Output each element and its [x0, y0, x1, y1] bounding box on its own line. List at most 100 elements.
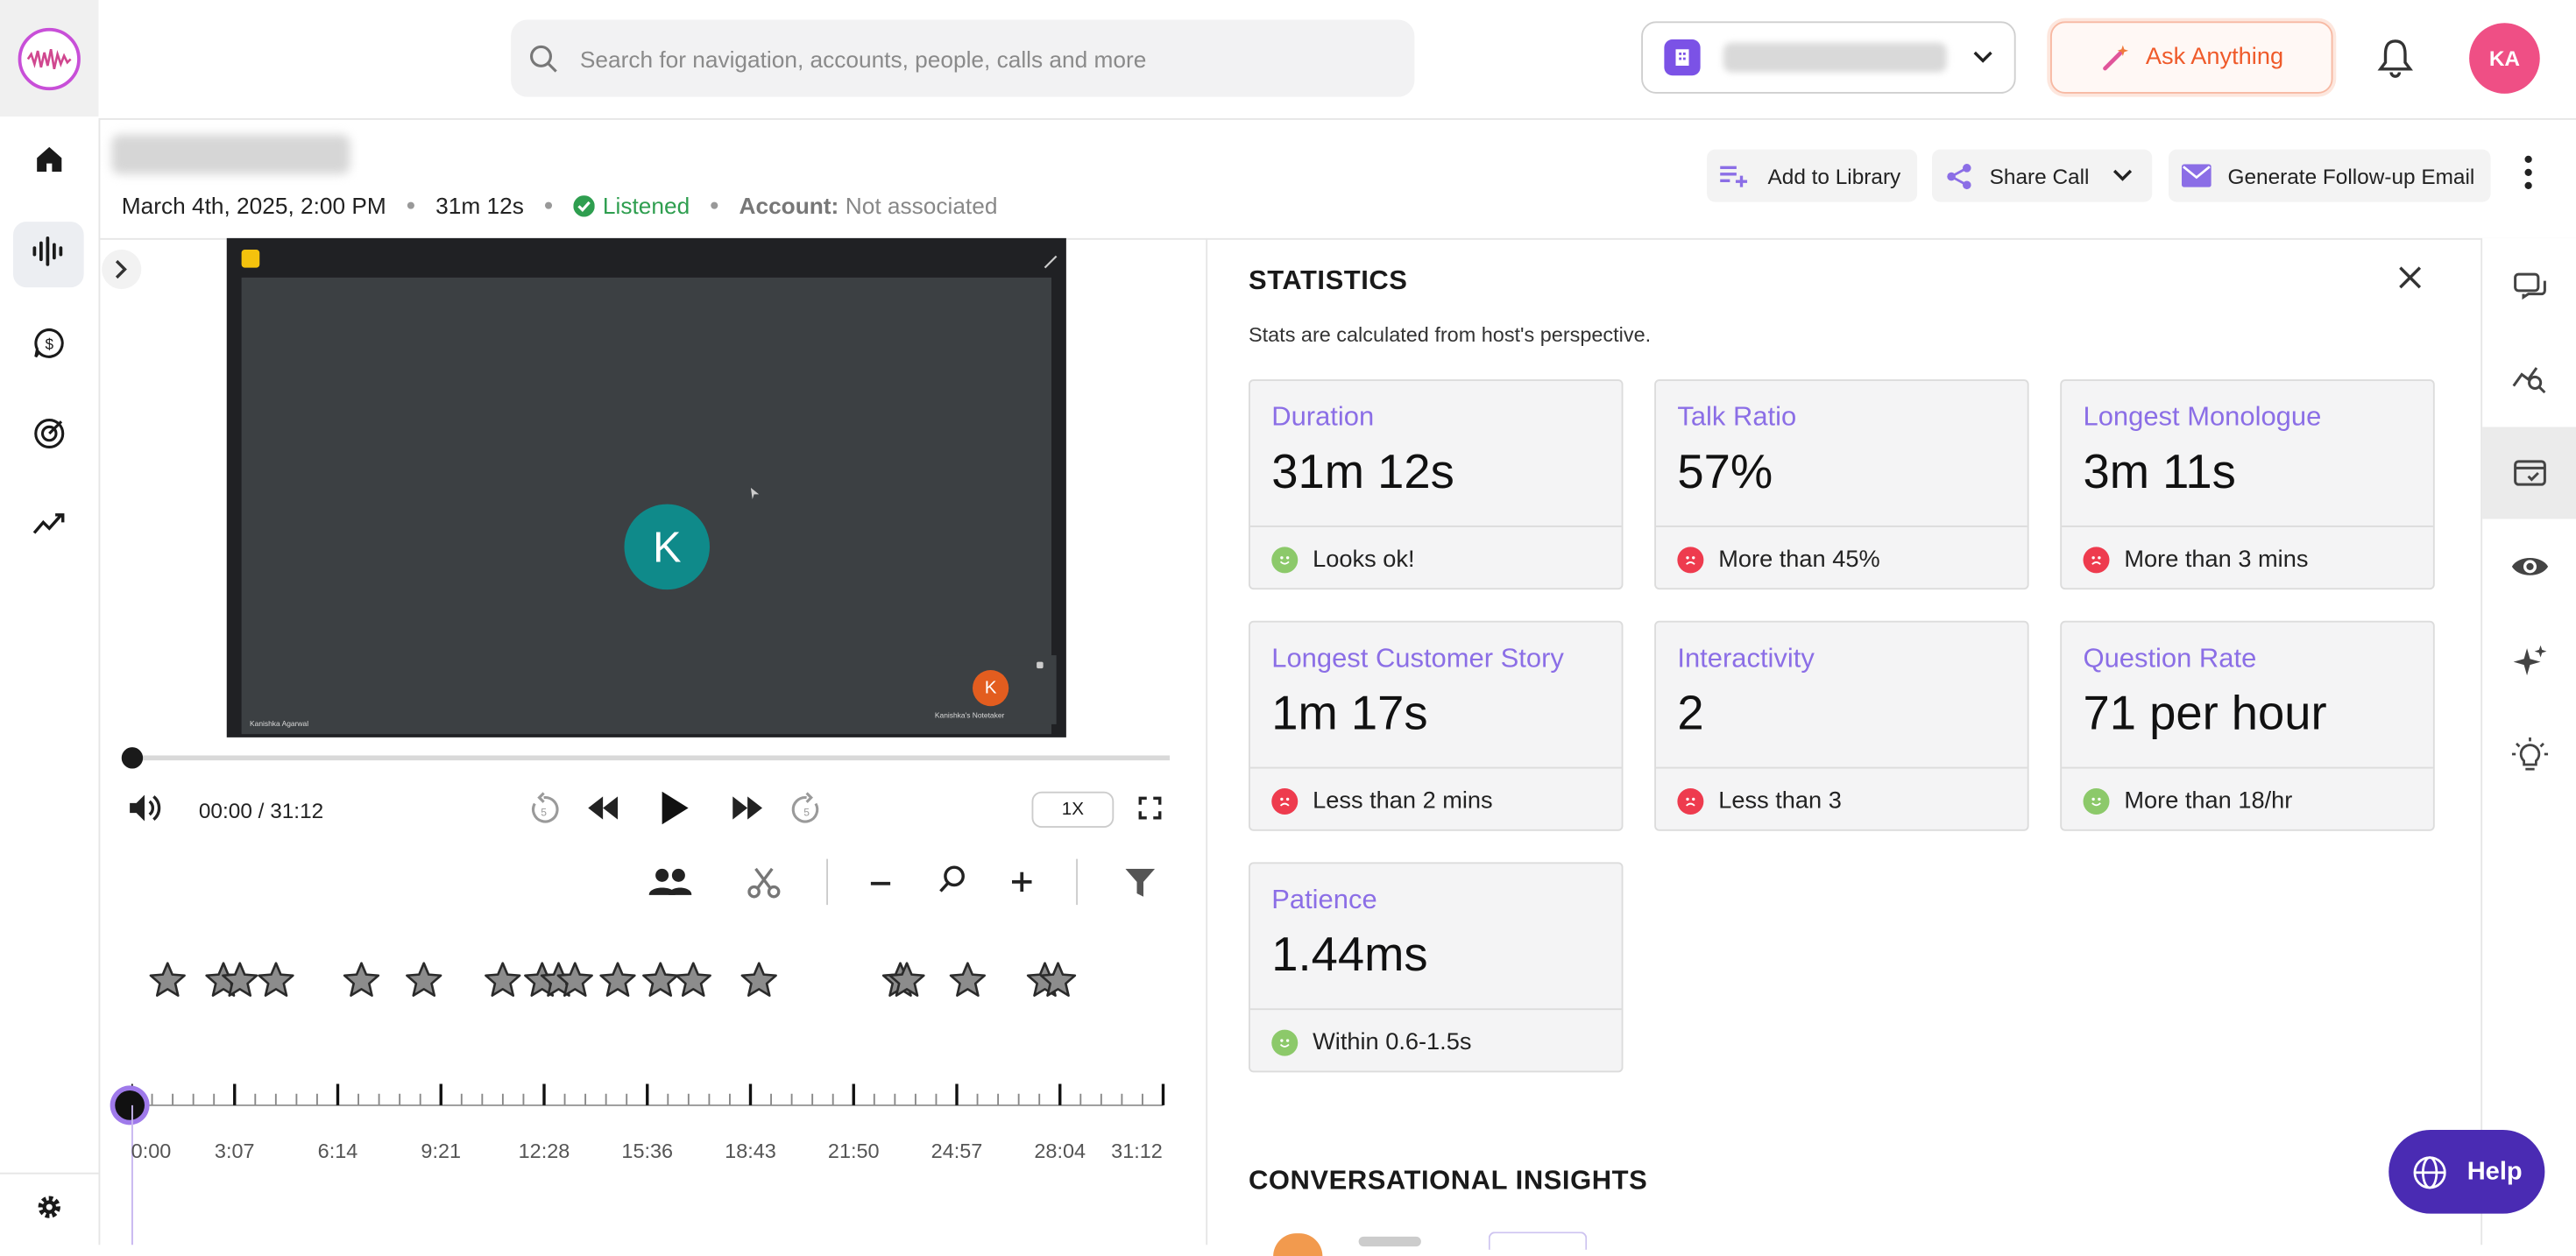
gear-icon: [34, 1191, 64, 1229]
playback-progress-bar[interactable]: [133, 756, 1170, 761]
share-call-button[interactable]: Share Call: [1932, 150, 2152, 202]
previous-button[interactable]: [586, 796, 619, 819]
zoom-in-button[interactable]: [1012, 872, 1032, 893]
timeline-label: 24:57: [931, 1140, 983, 1162]
nav-settings[interactable]: [0, 1173, 99, 1246]
rail-comments[interactable]: [2482, 242, 2576, 334]
fast-rewind-icon: [586, 796, 619, 819]
nav-calls[interactable]: [13, 222, 84, 287]
moment-star-icon[interactable]: [220, 961, 259, 1008]
speakers-filter-button[interactable]: [649, 867, 692, 897]
nav-deals[interactable]: $: [13, 314, 84, 379]
replay-icon: 5: [526, 792, 562, 828]
workspace-selector[interactable]: [1641, 21, 2016, 94]
search-icon: [527, 42, 561, 75]
moment-star-icon[interactable]: [257, 961, 296, 1008]
account-value: Not associated: [846, 192, 998, 218]
statistics-title: STATISTICS: [1249, 266, 1408, 298]
stat-value: 3m 11s: [2084, 447, 2236, 501]
rail-views[interactable]: [2482, 520, 2576, 612]
cursor-icon: [751, 478, 759, 508]
close-statistics-button[interactable]: [2397, 265, 2424, 299]
next-button[interactable]: [731, 796, 764, 819]
lightbulb-icon: [2512, 737, 2548, 777]
moment-star-icon[interactable]: [674, 961, 713, 1008]
rail-statistics[interactable]: [2482, 427, 2576, 519]
fullscreen-icon: [1138, 796, 1161, 819]
fullscreen-button[interactable]: [1138, 796, 1161, 819]
timeline-cursor-line: [131, 1105, 133, 1245]
nav-home[interactable]: [13, 130, 84, 195]
search-box[interactable]: [511, 20, 1414, 97]
timeline-ticks: [131, 1069, 1170, 1118]
moment-star-icon[interactable]: [1038, 961, 1078, 1008]
smiley-happy-icon: [2084, 787, 2110, 814]
timeline-track[interactable]: [131, 1069, 1170, 1118]
stat-label: Question Rate: [2084, 644, 2257, 675]
toolbar-divider: [826, 859, 828, 906]
stat-value: 2: [1677, 688, 1703, 743]
moment-star-icon[interactable]: [598, 961, 638, 1008]
playback-scrubber-handle[interactable]: [122, 747, 143, 768]
mic-muted-icon: [1037, 662, 1044, 669]
stat-assessment: Less than 3: [1656, 767, 2028, 833]
close-icon: [2397, 270, 2424, 298]
timeline-label: 15:36: [621, 1140, 673, 1162]
moment-star-icon[interactable]: [483, 961, 522, 1008]
play-button[interactable]: [661, 792, 690, 825]
volume-button[interactable]: [128, 794, 161, 823]
filter-button[interactable]: [1125, 869, 1155, 899]
ask-anything-button[interactable]: Ask Anything: [2050, 21, 2333, 94]
statistics-panel: STATISTICS Stats are calculated from hos…: [1207, 238, 2480, 1245]
stat-note: More than 18/hr: [2124, 787, 2292, 814]
svg-text:5: 5: [803, 806, 810, 818]
moment-star-icon[interactable]: [556, 961, 595, 1008]
rail-search-insights[interactable]: [2482, 334, 2576, 426]
more-vertical-icon: [2523, 169, 2533, 197]
zoom-out-button[interactable]: [871, 880, 891, 887]
moment-star-icon[interactable]: [888, 961, 927, 1008]
notifications-button[interactable]: [2375, 36, 2415, 87]
globe-icon: [2411, 1154, 2447, 1189]
moment-star-icon[interactable]: [148, 961, 188, 1008]
forward-10-button[interactable]: 5: [789, 792, 824, 828]
nav-analytics[interactable]: [13, 494, 84, 560]
moment-star-icon[interactable]: [342, 961, 381, 1008]
ask-anything-label: Ask Anything: [2146, 45, 2283, 71]
logo-area[interactable]: [0, 0, 99, 116]
listened-status: Listened: [573, 192, 690, 218]
moment-markers: [99, 961, 1207, 1027]
search-input[interactable]: [577, 44, 1372, 74]
meta-separator: ●: [543, 196, 553, 215]
video-frame[interactable]: K Kanishka Agarwal K Kanishka's Notetake…: [227, 238, 1066, 737]
zoom-button[interactable]: [937, 864, 970, 897]
add-to-library-button[interactable]: Add to Library: [1707, 150, 1917, 202]
timeline-playhead[interactable]: [115, 1090, 145, 1120]
more-options-button[interactable]: [2523, 154, 2533, 199]
fast-forward-icon: [731, 796, 764, 819]
user-avatar[interactable]: KA: [2469, 23, 2540, 94]
rail-ai[interactable]: [2482, 616, 2576, 708]
stat-value: 1m 17s: [1271, 688, 1427, 743]
stat-label: Duration: [1271, 402, 1374, 434]
expand-panel-button[interactable]: [102, 250, 141, 289]
stat-note: More than 3 mins: [2124, 546, 2308, 572]
moment-star-icon[interactable]: [404, 961, 443, 1008]
rewind-10-button[interactable]: 5: [526, 792, 562, 828]
waveform-icon: [31, 234, 67, 275]
rail-ideas[interactable]: [2482, 711, 2576, 803]
playback-speed-button[interactable]: 1X: [1032, 792, 1115, 828]
help-button[interactable]: Help: [2388, 1130, 2544, 1214]
left-nav: $: [0, 0, 100, 1245]
generate-followup-email-button[interactable]: Generate Follow-up Email: [2169, 150, 2491, 202]
call-date: March 4th, 2025, 2:00 PM: [122, 192, 386, 218]
moment-star-icon[interactable]: [740, 961, 779, 1008]
clip-button[interactable]: [747, 867, 781, 900]
moment-star-icon[interactable]: [948, 961, 987, 1008]
app-logo: [18, 27, 81, 89]
nav-goals[interactable]: [13, 404, 84, 469]
volume-icon: [128, 794, 161, 823]
smiley-sad-icon: [1677, 787, 1703, 814]
dollar-chat-icon: $: [31, 324, 67, 369]
